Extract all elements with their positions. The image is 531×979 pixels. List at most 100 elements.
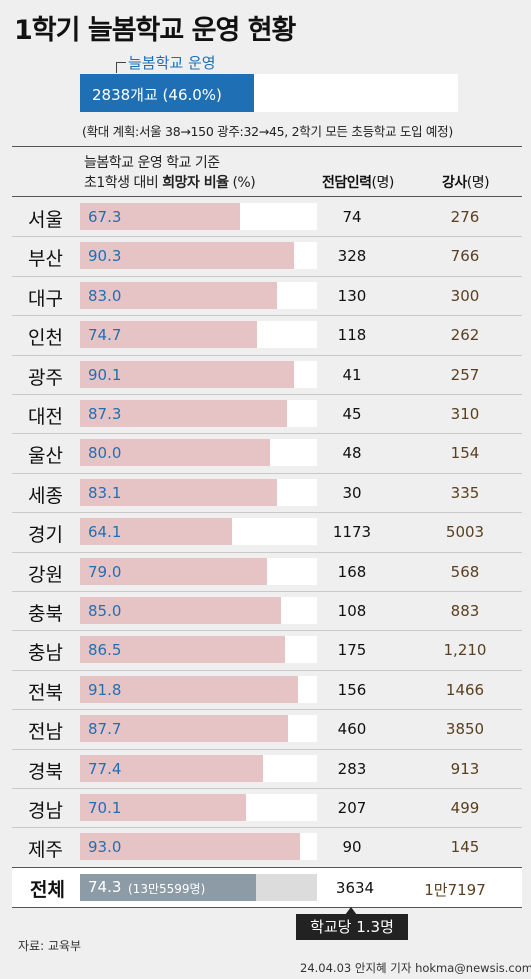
callout-arrow [345,907,357,915]
rate-label: 91.8 [88,680,122,699]
row-divider [12,748,522,750]
row-divider [12,551,522,553]
staff-value: 48 [342,444,362,463]
rate-bar [80,557,268,585]
rate-label: 80.0 [88,444,122,463]
rate-bar [80,597,282,624]
rate-label: 74.7 [88,326,122,345]
staff-value: 207 [337,799,367,817]
region-label: 전남 [28,721,63,744]
instructor-header-unit: (명) [466,175,490,191]
instructor-value: 276 [450,208,480,226]
operation-value: 2838개교 (46.0%) [92,86,222,104]
region-label: 제주 [28,839,63,862]
staff-value: 168 [337,562,367,581]
rate-bar [80,321,258,349]
row-divider [12,630,522,632]
row-divider [12,354,522,356]
source: 자료: 교육부 [18,939,82,953]
total-staff: 3634 [335,879,375,897]
row-divider [12,827,522,829]
row-divider [12,512,522,514]
rate-label: 87.7 [88,720,122,739]
total-instructors: 1만7197 [424,881,486,899]
rate-bar [80,478,277,506]
staff-value: 74 [342,208,362,226]
rate-bar [80,636,285,664]
rate-bar [80,360,294,388]
region-label: 강원 [28,563,63,586]
instructor-value: 499 [450,799,480,817]
rate-label: 85.0 [88,602,122,620]
instructor-value: 883 [450,602,480,620]
rate-bar [80,281,277,309]
instructor-value: 766 [450,247,480,266]
region-label: 광주 [28,366,63,389]
staff-value: 30 [342,483,362,502]
staff-value: 45 [342,405,362,423]
rate-label: 67.3 [88,208,122,226]
rate-label: 83.0 [88,286,122,305]
rate-label: 86.5 [88,641,122,660]
row-divider [12,591,522,592]
rate-header-bold: 희망자 비율 [162,175,229,191]
region-label: 세종 [28,484,63,507]
row-divider [12,709,522,711]
staff-value: 108 [337,602,367,620]
staff-value: 90 [342,838,362,857]
row-divider [12,394,522,395]
rate-bar [80,833,301,861]
staff-value: 118 [337,326,367,345]
region-label: 서울 [28,209,63,231]
rate-bar [80,675,298,703]
staff-value: 175 [337,641,367,660]
total-students: (13만5599명) [128,882,206,896]
total-label: 전체 [30,879,65,901]
rate-header-post: (%) [228,175,256,191]
instructor-value: 154 [450,444,480,463]
staff-value: 283 [337,759,367,778]
rate-bar [80,203,240,230]
row-divider [12,472,522,474]
instructor-value: 300 [450,286,480,305]
rate-bar [80,754,264,782]
divider [12,196,522,197]
region-label: 울산 [28,445,63,468]
rate-label: 83.1 [88,483,122,502]
rate-label: 70.1 [88,799,122,817]
rate-bar [80,518,232,546]
instructor-value: 1,210 [443,641,487,660]
region-label: 부산 [28,248,63,271]
rate-label: 87.3 [88,405,122,423]
instructor-value: 5003 [445,523,485,542]
rate-header-line2: 초1학생 대비 희망자 비율 (%) [84,172,256,192]
total-bar [80,874,257,901]
instructor-value: 1466 [445,680,485,699]
instructor-header: 강사(명) [442,172,490,192]
region-label: 인천 [28,327,63,350]
row-divider [12,315,522,317]
credit: 24.04.03 안지혜 기자 hokma@newsis.com [300,961,531,975]
row-divider [12,788,522,789]
divider [12,867,522,868]
staff-value: 460 [337,720,367,739]
region-label: 전북 [28,681,63,704]
rate-bar [80,715,288,743]
region-label: 충남 [28,642,63,665]
operation-bar-fill [80,74,254,112]
instructor-value: 262 [450,326,480,345]
staff-value: 156 [337,680,367,699]
row-divider [12,275,522,277]
instructor-value: 335 [450,483,480,502]
instructor-value: 145 [450,838,480,857]
total-rate-label: 74.3 [88,878,122,896]
staff-value: 130 [337,286,367,305]
region-label: 경기 [28,524,63,547]
row-divider [12,236,522,238]
region-label: 대구 [28,287,63,310]
region-label: 대전 [28,406,63,428]
divider [12,146,522,147]
staff-header-unit: (명) [371,175,395,191]
instructor-value: 3850 [445,720,485,739]
region-label: 충북 [28,603,63,625]
